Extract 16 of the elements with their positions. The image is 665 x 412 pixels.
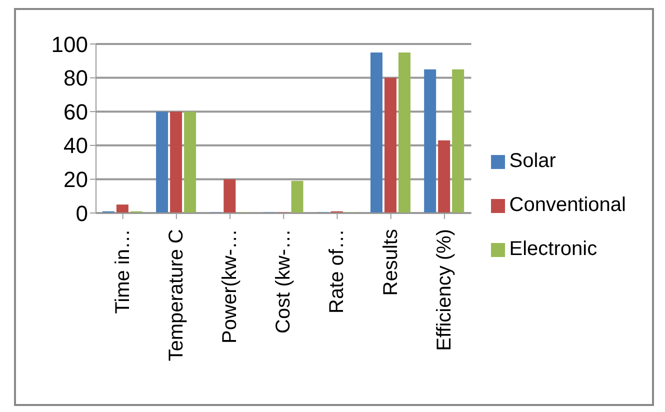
x-tick-label: Temperature C [165, 229, 188, 362]
x-tick-label: Efficiency (%) [433, 229, 456, 351]
x-tick-label: Rate of… [326, 229, 348, 314]
legend-label: Solar [509, 150, 556, 172]
legend-label: Electronic [509, 238, 598, 260]
x-tick-label: Power(kw-… [219, 229, 242, 344]
y-tick-label: 40 [64, 133, 88, 158]
x-tick-label: Cost (kw-… [272, 229, 295, 334]
x-tick-label: Results [380, 229, 402, 296]
legend-label: Conventional [509, 194, 626, 216]
y-tick-label: 100 [51, 32, 88, 57]
y-tick-label: 80 [64, 66, 88, 91]
y-tick-label: 20 [64, 167, 88, 192]
x-tick-label: Time in… [112, 229, 134, 314]
y-tick-label: 0 [76, 200, 88, 226]
y-tick-label: 60 [64, 99, 88, 124]
